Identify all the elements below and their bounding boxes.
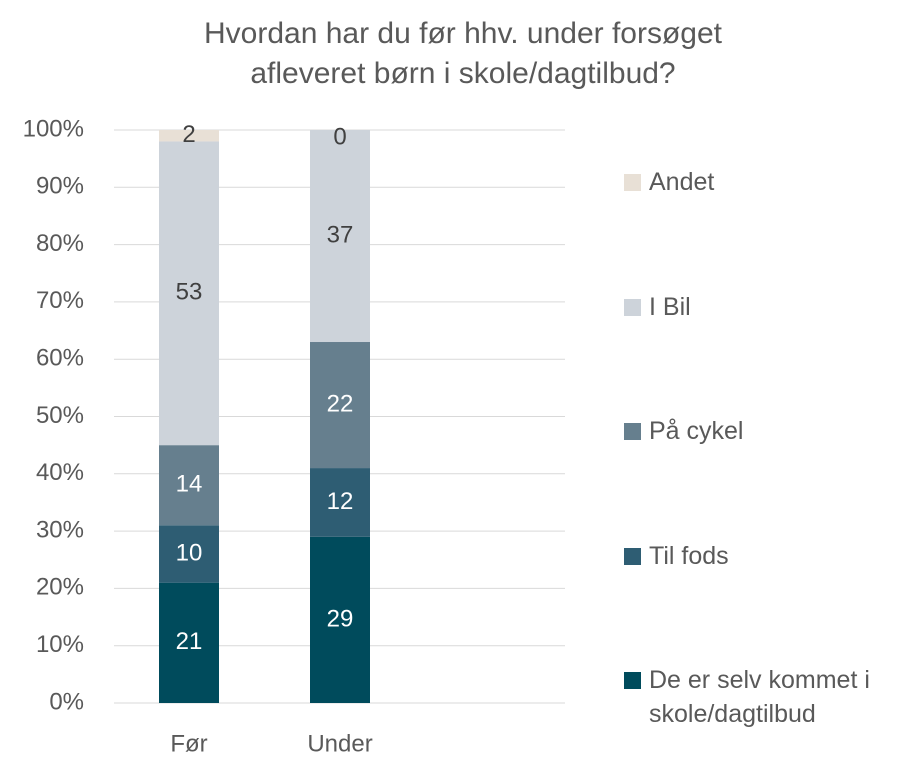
bar-segment bbox=[310, 342, 370, 469]
data-label: 2 bbox=[182, 121, 195, 148]
bar-segment bbox=[159, 445, 219, 526]
legend-item: Andet bbox=[624, 165, 909, 199]
x-tick-label: Under bbox=[307, 730, 372, 757]
bar-segment bbox=[310, 536, 370, 703]
data-label: 22 bbox=[327, 390, 354, 417]
y-tick-label: 90% bbox=[36, 173, 84, 200]
bar-segment bbox=[310, 130, 370, 343]
data-label: 0 bbox=[333, 123, 346, 150]
legend-item: De er selv kommet i skole/dagtilbud bbox=[624, 663, 909, 731]
data-label: 21 bbox=[176, 628, 203, 655]
y-tick-label: 10% bbox=[36, 631, 84, 658]
legend-swatch bbox=[624, 174, 641, 191]
bar-segment bbox=[159, 582, 219, 703]
legend-swatch bbox=[624, 672, 641, 689]
legend-label: På cykel bbox=[649, 417, 744, 445]
bar-segment bbox=[159, 141, 219, 446]
data-label: 14 bbox=[176, 471, 203, 498]
legend-item: Til fods bbox=[624, 539, 909, 573]
y-tick-label: 40% bbox=[36, 459, 84, 486]
y-tick-label: 70% bbox=[36, 287, 84, 314]
legend-item: På cykel bbox=[624, 414, 909, 448]
legend-label: Til fods bbox=[649, 541, 729, 570]
data-label: 10 bbox=[176, 539, 203, 566]
data-label: 12 bbox=[327, 488, 354, 515]
legend-swatch bbox=[624, 298, 641, 316]
y-tick-label: 0% bbox=[49, 688, 84, 715]
chart-title: Hvordan har du før hhv. under forsøget a… bbox=[203, 17, 723, 90]
y-tick-label: 30% bbox=[36, 516, 84, 543]
legend-swatch bbox=[624, 547, 641, 565]
data-label: 29 bbox=[327, 605, 354, 632]
y-tick-label: 80% bbox=[36, 230, 84, 257]
bar-segment bbox=[159, 525, 219, 583]
legend-label: I Bil bbox=[649, 292, 691, 321]
legend-label: De er selv kommet i skole/dagtilbud bbox=[649, 666, 870, 728]
legend-item: I Bil bbox=[624, 290, 909, 324]
bar-segment bbox=[159, 130, 219, 142]
y-tick-label: 60% bbox=[36, 345, 84, 372]
x-tick-label: Før bbox=[170, 730, 207, 757]
legend-label: Andet bbox=[649, 168, 715, 196]
data-label: 37 bbox=[327, 221, 354, 248]
y-tick-label: 20% bbox=[36, 574, 84, 601]
y-tick-label: 50% bbox=[36, 402, 84, 429]
bar-segment bbox=[310, 468, 370, 537]
legend-swatch bbox=[624, 423, 641, 440]
y-tick-label: 100% bbox=[23, 115, 84, 142]
data-label: 53 bbox=[176, 279, 203, 306]
